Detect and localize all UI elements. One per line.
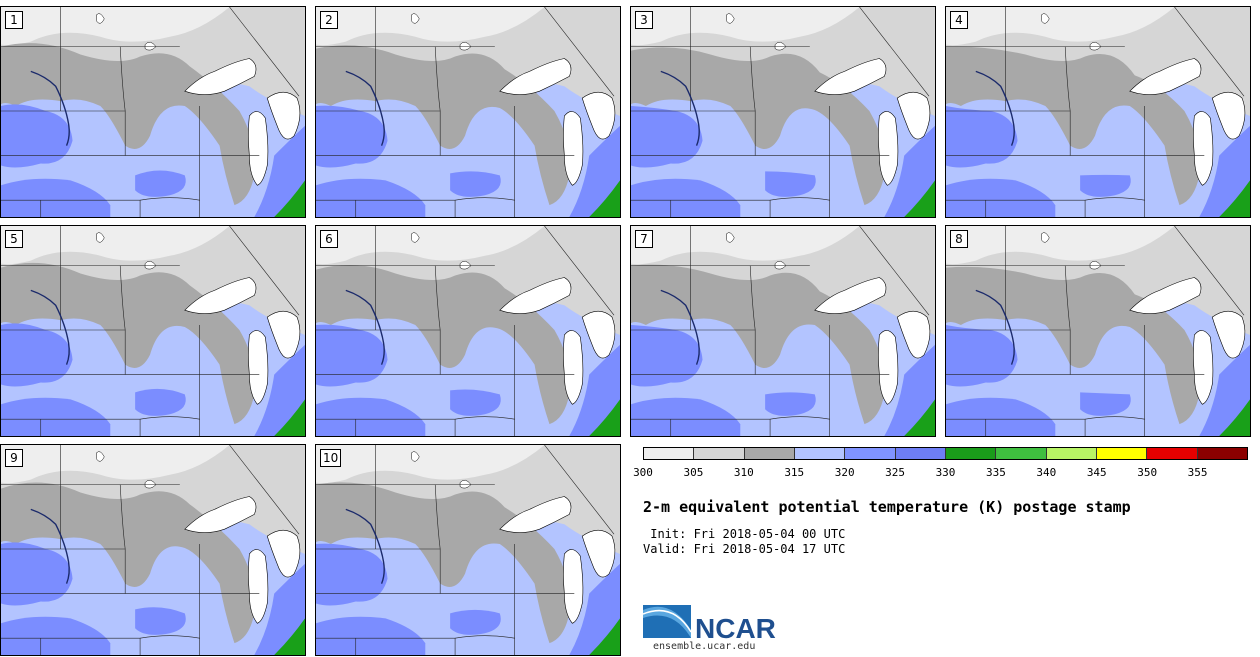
colorbar-tick-label: 320 <box>834 466 855 479</box>
postage-stamp-panel: 9 <box>0 444 306 656</box>
postage-stamp-panel: 10 <box>315 444 621 656</box>
colorbar-tick-label: 355 <box>1187 466 1208 479</box>
colorbar-segment <box>1197 448 1247 459</box>
colorbar-tick-label: 305 <box>683 466 704 479</box>
panel-number: 5 <box>5 230 23 248</box>
colorbar-segment <box>945 448 997 459</box>
colorbar-segment <box>694 448 745 459</box>
colorbar-tick-label: 315 <box>784 466 805 479</box>
colorbar-segment <box>1147 448 1198 459</box>
panel-number: 7 <box>635 230 653 248</box>
ncar-logo-text: NCAR <box>695 613 776 642</box>
colorbar-tick-label: 325 <box>885 466 906 479</box>
panel-number: 1 <box>5 11 23 29</box>
panel-number: 6 <box>320 230 338 248</box>
postage-stamp-panel: 4 <box>945 6 1251 218</box>
colorbar-tick-label: 310 <box>733 466 754 479</box>
colorbar-segment <box>644 448 695 459</box>
colorbar-tick-label: 350 <box>1137 466 1158 479</box>
panel-number: 10 <box>320 449 342 467</box>
postage-stamp-panel: 7 <box>630 225 936 437</box>
postage-stamp-panel: 6 <box>315 225 621 437</box>
colorbar-segment <box>895 448 946 459</box>
figure-title: 2-m equivalent potential temperature (K)… <box>643 498 1131 516</box>
postage-stamp-panel: 3 <box>630 6 936 218</box>
colorbar-tick-label: 340 <box>1036 466 1057 479</box>
colorbar-segment <box>996 448 1047 459</box>
logo-url: ensemble.ucar.edu <box>653 641 756 652</box>
postage-stamp-panel: 2 <box>315 6 621 218</box>
colorbar-segment <box>744 448 795 459</box>
postage-stamp-panel: 5 <box>0 225 306 437</box>
colorbar-segment <box>794 448 846 459</box>
panel-number: 3 <box>635 11 653 29</box>
postage-stamp-panel: 1 <box>0 6 306 218</box>
panel-number: 2 <box>320 11 338 29</box>
colorbar-segment <box>1046 448 1097 459</box>
valid-time: Valid: Fri 2018-05-04 17 UTC <box>643 542 846 556</box>
colorbar-tick-label: 335 <box>985 466 1006 479</box>
colorbar-tick-label: 330 <box>935 466 956 479</box>
ncar-logo: NCAR <box>643 605 776 642</box>
init-time: Init: Fri 2018-05-04 00 UTC <box>650 527 846 541</box>
colorbar <box>643 447 1248 460</box>
postage-stamp-panel: 8 <box>945 225 1251 437</box>
colorbar-tick-label: 345 <box>1086 466 1107 479</box>
colorbar-segment <box>845 448 896 459</box>
panel-number: 8 <box>950 230 968 248</box>
colorbar-segment <box>1096 448 1148 459</box>
panel-number: 9 <box>5 449 23 467</box>
colorbar-tick-label: 300 <box>633 466 653 479</box>
panel-number: 4 <box>950 11 968 29</box>
